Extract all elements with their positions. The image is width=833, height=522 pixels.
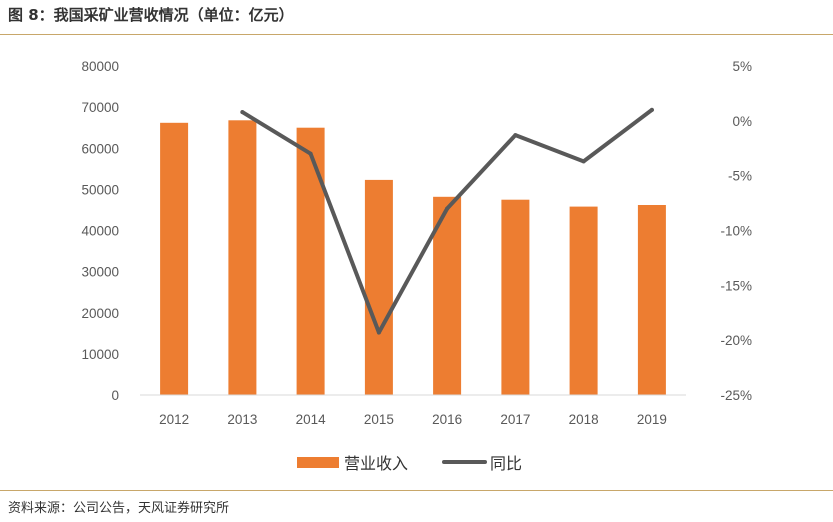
yoy-point-2014: [308, 151, 313, 156]
legend-swatch-revenue: [297, 457, 339, 468]
x-axis: 2012 2013 2014 2015 2016 2017 2018 2019: [159, 412, 667, 427]
x-tick-label: 2019: [637, 412, 667, 427]
x-tick-label: 2014: [296, 412, 327, 427]
bar-2013: [228, 120, 257, 396]
x-tick-label: 2013: [227, 412, 257, 427]
bar-2019: [637, 205, 666, 395]
yoy-point-2015: [376, 330, 381, 335]
yoy-point-2013: [240, 110, 245, 115]
bar-2012: [160, 122, 189, 396]
left-tick-label: 10000: [81, 347, 119, 362]
right-tick-label: 0%: [732, 114, 752, 129]
x-tick-label: 2012: [159, 412, 189, 427]
left-tick-label: 50000: [81, 182, 119, 197]
bar-series: [160, 120, 666, 396]
right-tick-label: 5%: [732, 59, 752, 74]
right-tick-label: -20%: [720, 333, 752, 348]
right-tick-label: -15%: [720, 278, 752, 293]
bar-2016: [433, 196, 462, 395]
legend-label-revenue: 营业收入: [344, 454, 408, 473]
bar-2018: [569, 206, 598, 395]
yoy-point-2019: [649, 107, 654, 112]
legend: 营业收入 同比: [297, 454, 522, 473]
right-tick-label: -10%: [720, 224, 752, 239]
bar-2015: [364, 179, 393, 395]
left-tick-label: 60000: [81, 141, 119, 156]
figure-title: 图 8：我国采矿业营收情况（单位：亿元）: [8, 6, 294, 24]
bar-2014: [296, 127, 325, 395]
bottom-divider: [0, 490, 833, 491]
x-tick-label: 2018: [569, 412, 599, 427]
left-tick-label: 40000: [81, 224, 119, 239]
x-tick-label: 2015: [364, 412, 394, 427]
left-tick-label: 20000: [81, 306, 119, 321]
yoy-point-2017: [513, 133, 518, 138]
right-y-axis: -25% -20% -15% -10% -5% 0% 5%: [720, 59, 752, 403]
yoy-point-2018: [581, 159, 586, 164]
x-tick-label: 2016: [432, 412, 462, 427]
left-tick-label: 70000: [81, 100, 119, 115]
left-y-axis: 0 10000 20000 30000 40000 50000 60000 70000 8000…: [81, 59, 119, 403]
line-series: [240, 107, 654, 335]
right-tick-label: -5%: [728, 169, 752, 184]
left-tick-label: 30000: [81, 265, 119, 280]
right-tick-label: -25%: [720, 388, 752, 403]
bar-2017: [501, 199, 530, 395]
source-note: 资料来源：公司公告，天风证券研究所: [8, 501, 230, 516]
x-tick-label: 2017: [500, 412, 530, 427]
legend-label-yoy: 同比: [490, 454, 522, 473]
left-tick-label: 0: [111, 388, 119, 403]
top-divider: [0, 34, 833, 35]
yoy-point-2016: [445, 206, 450, 211]
left-tick-label: 80000: [81, 59, 119, 74]
